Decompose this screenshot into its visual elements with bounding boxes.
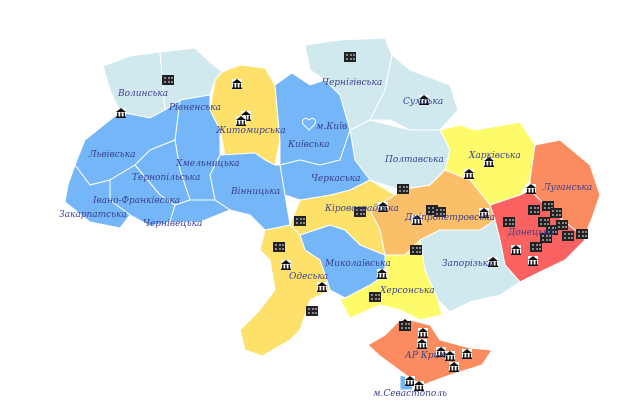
label-zaporizka: Запорізька: [442, 259, 493, 269]
label-donetska: Донецька: [507, 228, 554, 238]
region-chernivetska[interactable]: [169, 199, 232, 223]
museum-icon[interactable]: [462, 349, 472, 359]
label-rivnenska: Рівненська: [168, 103, 221, 113]
museum-icon[interactable]: [418, 328, 428, 338]
label-khmelnytska: Хмельницька: [175, 159, 239, 169]
building-icon[interactable]: [528, 205, 540, 215]
label-crimea: АР Крим: [404, 351, 447, 361]
label-cherkaska: Черкаська: [311, 174, 360, 184]
label-poltavska: Полтавська: [384, 155, 444, 165]
label-zakarpatska: Закарпатська: [59, 210, 127, 220]
museum-icon[interactable]: [526, 184, 536, 194]
label-odeska: Одеська: [289, 272, 328, 282]
label-dnipropetrovska: Дніпропетровська: [404, 213, 495, 223]
label-luhanska: Луганська: [542, 183, 592, 193]
building-icon[interactable]: [550, 208, 562, 218]
museum-icon[interactable]: [236, 116, 246, 126]
museum-icon[interactable]: [317, 282, 327, 292]
label-mykolaivska: Миколаївська: [324, 259, 391, 269]
label-vinnytska: Вінницька: [230, 187, 280, 197]
region-crimea[interactable]: [367, 317, 493, 387]
museum-icon[interactable]: [116, 108, 126, 118]
museum-icon[interactable]: [417, 339, 427, 349]
label-sumska: Сумська: [403, 97, 443, 107]
region-odeska[interactable]: [239, 224, 331, 357]
label-kyiv-city: м.Київ: [316, 122, 347, 132]
kyiv-heart-icon[interactable]: [301, 117, 317, 131]
museum-icon[interactable]: [377, 269, 387, 279]
museum-icon[interactable]: [281, 260, 291, 270]
building-icon[interactable]: [294, 216, 306, 226]
region-cherkaska[interactable]: [279, 129, 371, 201]
building-icon[interactable]: [397, 184, 409, 194]
label-ivano-frankivska: Івано-Франківська: [92, 196, 180, 206]
region-labels: Волинська Рівненська Житомирська Київськ…: [59, 78, 592, 399]
museum-icon[interactable]: [232, 79, 242, 89]
label-chernivetska: Чернівецька: [143, 219, 202, 229]
museum-icon[interactable]: [449, 362, 459, 372]
building-icon[interactable]: [273, 242, 285, 252]
label-sevastopol: м.Севастополь: [373, 389, 447, 399]
museum-icon[interactable]: [405, 376, 415, 386]
museum-icon[interactable]: [464, 169, 474, 179]
building-icon[interactable]: [306, 306, 318, 316]
label-kyivska: Київська: [287, 140, 330, 150]
label-kirovohradska: Кіровоградська: [324, 204, 399, 214]
label-khersonska: Херсонська: [379, 286, 435, 296]
label-zhytomyrska: Житомирська: [215, 126, 286, 136]
label-volynska: Волинська: [117, 89, 168, 99]
building-icon[interactable]: [562, 231, 574, 241]
museum-icon[interactable]: [511, 245, 521, 255]
building-icon[interactable]: [162, 75, 174, 85]
region-volynska[interactable]: [102, 51, 166, 119]
region-zakarpatska[interactable]: [64, 163, 131, 229]
building-icon[interactable]: [503, 217, 515, 227]
label-chernihivska: Чернігівська: [322, 78, 382, 88]
museum-icon[interactable]: [528, 256, 538, 266]
building-icon[interactable]: [576, 229, 588, 239]
building-icon[interactable]: [530, 242, 542, 252]
label-ternopilska: Тернопільська: [132, 173, 200, 183]
label-lvivska: Львівська: [88, 150, 135, 160]
building-icon[interactable]: [556, 220, 568, 230]
label-kharkivska: Харківська: [468, 151, 521, 161]
building-icon[interactable]: [410, 245, 422, 255]
building-icon[interactable]: [344, 52, 356, 62]
building-icon[interactable]: [399, 321, 411, 331]
